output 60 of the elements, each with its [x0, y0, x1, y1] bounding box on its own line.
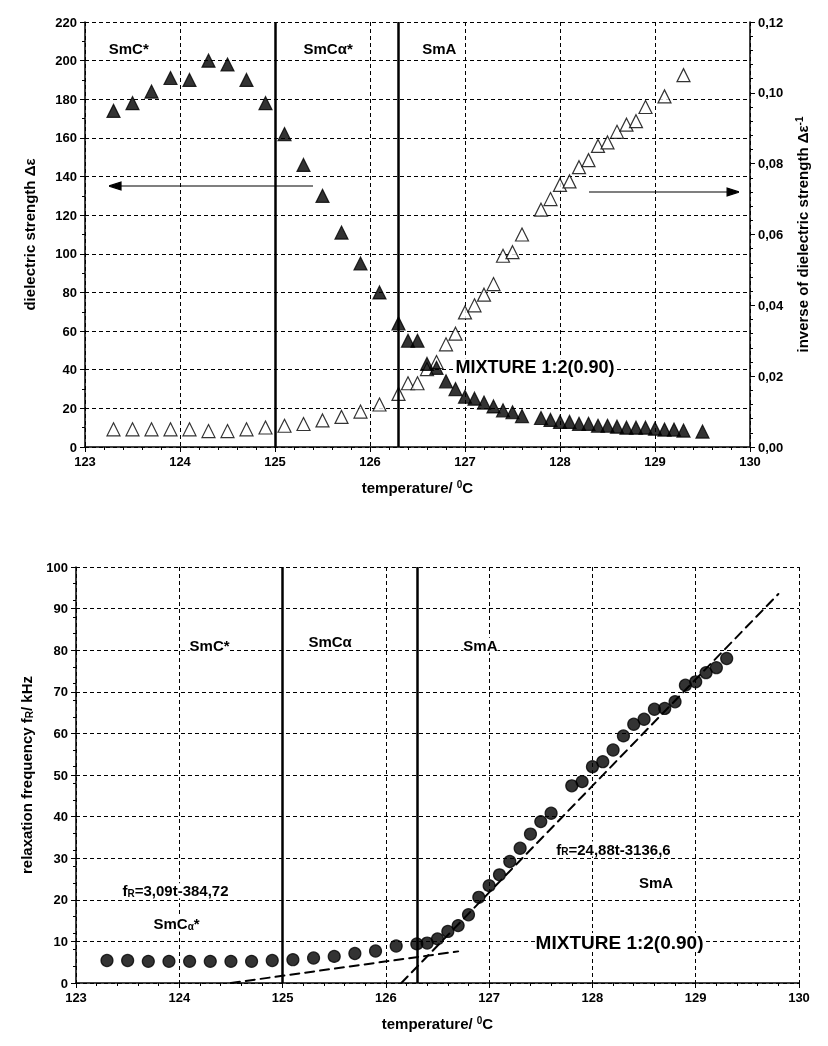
- y-tick-label: 220: [55, 14, 77, 30]
- annotation: fR=3,09t-384,72: [122, 882, 229, 900]
- annotation: SmA: [638, 873, 674, 891]
- y-tick-label: 40: [53, 809, 68, 825]
- y-tick-label: 180: [55, 91, 77, 107]
- x-tick-label: 126: [359, 454, 381, 469]
- x-tick-label: 128: [549, 454, 571, 469]
- y-tick-label: 0: [69, 439, 77, 455]
- x-tick-label: 123: [74, 454, 96, 469]
- y2-tick-label: 0,02: [758, 368, 784, 384]
- annotation: SmCα*: [153, 915, 200, 933]
- y-tick-label: 10: [53, 933, 68, 949]
- annotation: SmCα*: [303, 40, 353, 58]
- y-axis-title: dielectric strength Δε: [21, 158, 38, 311]
- y-tick-label: 90: [53, 601, 68, 617]
- y2-tick-label: 0,00: [758, 439, 784, 455]
- annotation: SmC*: [108, 40, 149, 58]
- annotation: fR=24,88t-3136,6: [556, 840, 671, 858]
- y-tick-label: 50: [53, 767, 68, 783]
- y2-tick-label: 0,10: [758, 85, 784, 101]
- annotation: MIXTURE 1:2(0.90): [535, 932, 704, 954]
- y-tick-label: 0: [60, 975, 68, 991]
- x-tick-label: 125: [271, 990, 294, 1005]
- y-tick-label: 80: [53, 642, 68, 658]
- y-tick-label: 70: [53, 684, 68, 700]
- y-tick-label: 40: [62, 362, 77, 378]
- x-tick-label: 129: [644, 454, 666, 469]
- x-tick-label: 125: [264, 454, 286, 469]
- y-tick-label: 80: [62, 284, 77, 300]
- y-tick-label: 160: [55, 130, 77, 146]
- x-tick-label: 129: [684, 990, 707, 1005]
- y2-tick-label: 0,12: [758, 14, 784, 30]
- annotation: SmCα: [308, 632, 353, 650]
- y-tick-label: 20: [53, 892, 68, 908]
- x-tick-label: 130: [788, 990, 810, 1005]
- y-tick-label: 140: [55, 169, 77, 185]
- x-tick-label: 130: [739, 454, 761, 469]
- x-tick-label: 127: [478, 990, 500, 1005]
- x-tick-label: 124: [168, 990, 191, 1005]
- y-tick-label: 30: [53, 850, 68, 866]
- x-tick-label: 124: [169, 454, 192, 469]
- y-tick-label: 20: [62, 400, 77, 416]
- x-tick-label: 126: [375, 990, 397, 1005]
- y2-axis-title: inverse of dielectric strength Δε-1: [793, 116, 812, 353]
- annotation: SmA: [422, 40, 457, 58]
- x-tick-label: 127: [454, 454, 476, 469]
- y-tick-label: 60: [53, 725, 68, 741]
- y-tick-label: 100: [55, 246, 77, 262]
- y-tick-label: 60: [62, 323, 77, 339]
- annotation: SmC*: [189, 636, 230, 654]
- y2-tick-label: 0,04: [758, 297, 785, 313]
- x-tick-label: 123: [65, 990, 87, 1005]
- annotation: SmA: [463, 636, 498, 654]
- x-tick-label: 128: [581, 990, 604, 1005]
- y-tick-label: 100: [46, 559, 68, 575]
- y2-tick-label: 0,06: [758, 227, 784, 242]
- y-tick-label: 120: [55, 207, 77, 223]
- y2-tick-label: 0,08: [758, 156, 784, 172]
- annotation: MIXTURE 1:2(0.90): [455, 357, 615, 378]
- y-tick-label: 200: [55, 53, 77, 69]
